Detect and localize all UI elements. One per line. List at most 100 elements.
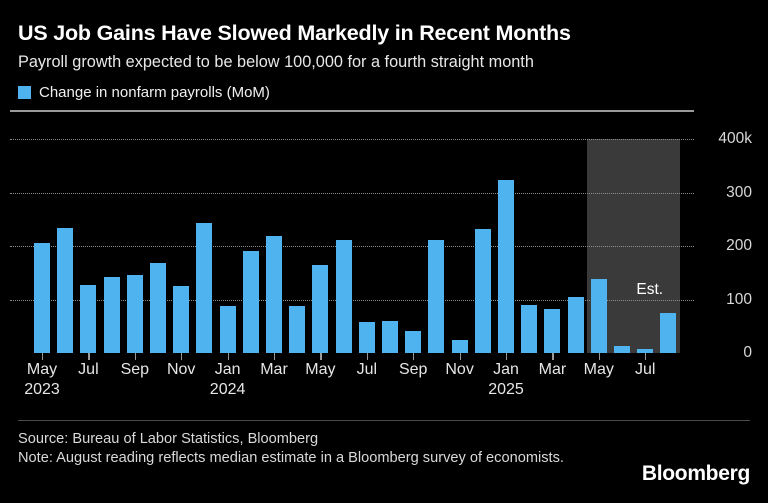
source-text: Source: Bureau of Labor Statistics, Bloo…: [18, 431, 319, 447]
bar-jun-2025[interactable]: [614, 345, 630, 353]
bar-aug-2023[interactable]: [103, 276, 120, 353]
x-axis-tick: [506, 353, 508, 360]
x-axis-tick-label: Jan 2025: [488, 360, 524, 400]
bar-mar-2024[interactable]: [266, 236, 282, 353]
x-axis-tick-label: Nov: [167, 360, 195, 380]
bar-dec-2024[interactable]: [474, 228, 491, 353]
gridline-400: [10, 139, 694, 140]
x-label-month: Jul: [356, 361, 378, 378]
bloomberg-logo: Bloomberg: [641, 462, 750, 485]
page-title: US Job Gains Have Slowed Markedly in Rec…: [18, 21, 571, 45]
y-axis-tick-label: 200: [726, 237, 752, 254]
y-axis-tick-label: 300: [726, 183, 752, 201]
x-axis-tick: [42, 353, 44, 360]
bar-jul-2024[interactable]: [358, 321, 375, 353]
x-axis-tick: [227, 353, 229, 360]
bar-feb-2024[interactable]: [242, 251, 259, 353]
bar-jan-2024[interactable]: [219, 305, 236, 353]
x-label-month: May: [583, 361, 614, 378]
legend-swatch-icon: [18, 86, 31, 100]
x-label-year: 2024: [209, 381, 246, 398]
y-axis-tick-label: 100: [726, 290, 752, 308]
gridlines-layer: [0, 110, 768, 360]
x-axis-tick: [181, 353, 183, 360]
x-axis-tick-label: May: [305, 360, 335, 380]
bar-jan-2025[interactable]: [498, 180, 514, 353]
chart-legend: Change in nonfarm payrolls (MoM): [18, 84, 750, 101]
x-label-month: Mar: [538, 361, 567, 378]
gridline-300: [10, 192, 694, 194]
x-axis-tick: [459, 353, 461, 360]
x-label-month: Mar: [260, 361, 288, 378]
x-axis-tick-label: Nov: [445, 360, 473, 380]
x-label-month: May: [26, 361, 58, 378]
x-axis-tick-label: Jan 2024: [210, 360, 246, 400]
x-axis-tick-label: Jul: [78, 360, 98, 380]
x-label-month: Jan: [493, 361, 519, 378]
x-axis-tick-label: Mar: [260, 360, 288, 380]
x-axis-tick: [274, 353, 276, 360]
bars-layer: [0, 110, 768, 353]
chart-plot-area: Est. 0 100 200 300 400k: [0, 110, 768, 361]
note-text: Note: August reading reflects median est…: [18, 450, 564, 467]
gridline-200: [10, 246, 694, 247]
bar-aug-2024[interactable]: [382, 320, 398, 353]
x-label-year: 2025: [488, 381, 524, 398]
bar-feb-2025[interactable]: [521, 304, 538, 353]
x-axis-tick: [413, 353, 415, 360]
bar-oct-2024[interactable]: [428, 239, 445, 353]
x-label-month: Jul: [78, 361, 99, 378]
x-axis-tick-label: May 2023: [24, 360, 60, 400]
footer-divider: [18, 420, 750, 421]
x-axis-tick: [598, 353, 600, 360]
x-axis-tick-label: Mar: [539, 360, 567, 380]
bar-may-2023[interactable]: [34, 243, 50, 353]
x-axis-layer: [0, 110, 768, 360]
bar-nov-2024[interactable]: [451, 339, 468, 353]
x-label-month: Sep: [398, 361, 428, 378]
x-axis-tick: [552, 353, 554, 360]
x-axis-tick: [88, 353, 90, 360]
bar-apr-2024[interactable]: [289, 306, 306, 353]
x-label-month: May: [305, 361, 336, 378]
bar-may-2025[interactable]: [590, 278, 607, 353]
bar-oct-2023[interactable]: [150, 263, 166, 353]
x-label-month: Jan: [214, 361, 241, 378]
bar-nov-2023[interactable]: [173, 286, 190, 353]
chart-footer: Source: Bureau of Labor Statistics, Bloo…: [18, 430, 608, 469]
y-axis-tick-label: 400k: [718, 130, 752, 147]
x-axis-tick: [645, 353, 647, 360]
x-label-month: Nov: [445, 361, 474, 378]
gridline-100: [10, 299, 694, 301]
bar-mar-2025[interactable]: [544, 309, 561, 353]
bar-jul-2023[interactable]: [80, 284, 97, 353]
estimate-annotation-label: Est.: [636, 281, 664, 298]
x-axis-tick: [134, 353, 136, 360]
x-axis-tick-label: Jul: [357, 360, 377, 380]
x-axis-tick-label: May: [584, 360, 614, 380]
x-axis-tick: [320, 353, 322, 360]
x-axis-tick: [366, 353, 368, 360]
x-label-month: Nov: [166, 361, 196, 378]
x-axis-tick-label: Sep: [399, 360, 427, 380]
chart-subtitle: Payroll growth expected to be below 100,…: [18, 52, 534, 71]
x-axis-tick-label: Sep: [121, 360, 149, 380]
legend-label: Change in nonfarm payrolls (MoM): [39, 84, 270, 102]
bar-jul-2025[interactable]: [637, 348, 654, 353]
chart-header: US Job Gains Have Slowed Markedly in Rec…: [0, 0, 768, 101]
bar-apr-2025[interactable]: [567, 296, 584, 353]
y-axis-labels-layer: 0 100 200 300 400k: [0, 110, 768, 361]
x-label-month: Jul: [634, 361, 656, 378]
bar-jun-2023[interactable]: [57, 228, 74, 353]
bar-sep-2024[interactable]: [405, 330, 422, 353]
bar-jun-2024[interactable]: [335, 240, 352, 353]
x-axis-labels: May 2023 Jul Sep Nov Jan 2024 Mar May Jul Sep Nov Ja…: [0, 360, 768, 412]
y-axis-tick-label: 0: [743, 344, 752, 361]
x-label-year: 2023: [24, 381, 60, 398]
x-label-month: Sep: [120, 361, 150, 378]
bar-aug-2025[interactable]: [660, 312, 677, 353]
bar-sep-2023[interactable]: [126, 275, 143, 353]
bar-dec-2023[interactable]: [196, 223, 213, 353]
bar-may-2024[interactable]: [312, 264, 329, 353]
x-axis-tick-label: Jul: [635, 360, 655, 380]
